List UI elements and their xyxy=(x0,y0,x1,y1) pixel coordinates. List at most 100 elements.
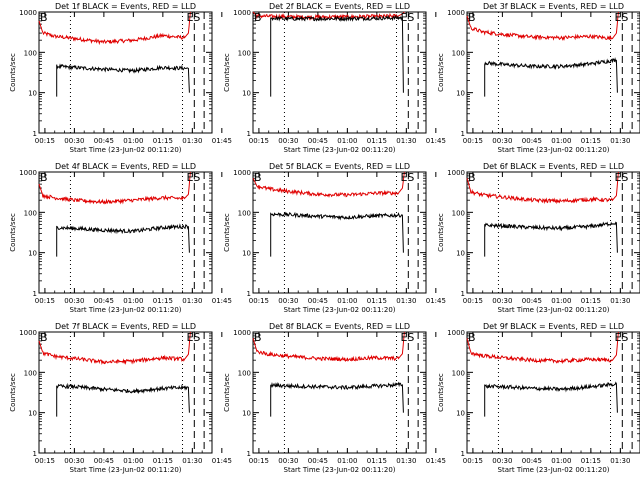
panel-det-4f: Det 4f BLACK = Events, RED = LLD 1 10 100 10… xyxy=(9,162,232,314)
x-tick-label: 00:45 xyxy=(522,297,542,305)
x-axis-label: Start Time (23-Jun-02 00:11:20) xyxy=(70,146,182,154)
y-tick-label: 100 xyxy=(24,49,37,57)
plot-frame xyxy=(38,11,213,134)
marker-b: B xyxy=(254,171,262,184)
series-events xyxy=(484,57,618,97)
panel-title: Det 3f BLACK = Events, RED = LLD xyxy=(483,2,624,11)
x-axis-label: Start Time (23-Jun-02 00:11:20) xyxy=(70,306,182,314)
marker-e: E xyxy=(186,11,193,24)
series-lld xyxy=(466,331,619,365)
panel-det-7f: Det 7f BLACK = Events, RED = LLD 1 10 100 10… xyxy=(9,322,232,474)
panel-title: Det 5f BLACK = Events, RED = LLD xyxy=(269,162,410,171)
y-tick-label: 1000 xyxy=(233,329,251,337)
series-lld xyxy=(252,331,405,362)
marker-e: E xyxy=(400,11,407,24)
x-tick-label: 01:15 xyxy=(581,457,601,465)
series-lld xyxy=(252,171,405,198)
marker-e: E xyxy=(614,171,621,184)
y-axis-label: Counts/sec xyxy=(9,373,17,412)
x-tick-label: 01:30 xyxy=(182,137,202,145)
x-tick-label: 01:30 xyxy=(396,457,416,465)
panel-det-5f: Det 5f BLACK = Events, RED = LLD 1 10 100 10… xyxy=(223,162,446,314)
x-tick-label: 00:15 xyxy=(249,457,269,465)
y-axis-label: Counts/sec xyxy=(9,53,17,92)
x-tick-label: 01:15 xyxy=(367,137,387,145)
marker-b: B xyxy=(468,11,476,24)
plot-frame xyxy=(466,331,640,454)
x-tick-label: 01:15 xyxy=(153,137,173,145)
x-tick-label: 01:00 xyxy=(337,137,357,145)
y-tick-label: 1 xyxy=(247,450,251,458)
y-tick-label: 100 xyxy=(452,369,465,377)
x-tick-label: 00:15 xyxy=(35,137,55,145)
x-tick-label: 01:30 xyxy=(610,137,630,145)
x-tick-label: 00:15 xyxy=(249,297,269,305)
x-tick-label: 01:00 xyxy=(123,297,143,305)
panel-det-1f: Det 1f BLACK = Events, RED = LLD 1 10 100 10… xyxy=(9,2,232,154)
y-tick-label: 100 xyxy=(24,369,37,377)
y-tick-label: 1 xyxy=(247,130,251,138)
y-tick-label: 1000 xyxy=(447,329,465,337)
x-axis-label: Start Time (23-Jun-02 00:11:20) xyxy=(498,466,610,474)
x-axis-label: Start Time (23-Jun-02 00:11:20) xyxy=(284,146,396,154)
y-axis-label: Counts/sec xyxy=(223,213,231,252)
x-axis-label: Start Time (23-Jun-02 00:11:20) xyxy=(498,306,610,314)
panel-title: Det 8f BLACK = Events, RED = LLD xyxy=(269,322,410,331)
y-tick-label: 1000 xyxy=(19,9,37,17)
x-axis-label: Start Time (23-Jun-02 00:11:20) xyxy=(284,466,396,474)
y-axis-label: Counts/sec xyxy=(9,213,17,252)
series-events xyxy=(484,381,618,417)
panel-title: Det 6f BLACK = Events, RED = LLD xyxy=(483,162,624,171)
x-tick-label: 01:15 xyxy=(153,297,173,305)
x-tick-label: 01:30 xyxy=(182,297,202,305)
marker-e: E xyxy=(186,331,193,344)
y-tick-label: 10 xyxy=(242,410,251,418)
series-lld xyxy=(466,171,619,205)
y-tick-label: 10 xyxy=(242,90,251,98)
series-events xyxy=(270,211,404,257)
series-lld xyxy=(38,171,191,205)
x-tick-label: 01:15 xyxy=(581,137,601,145)
x-axis-label: Start Time (23-Jun-02 00:11:20) xyxy=(498,146,610,154)
y-tick-label: 100 xyxy=(238,209,251,217)
x-tick-label: 01:45 xyxy=(426,137,446,145)
series-lld xyxy=(38,331,191,365)
plot-frame xyxy=(38,331,213,454)
y-tick-label: 1 xyxy=(461,290,465,298)
y-tick-label: 10 xyxy=(28,410,37,418)
x-tick-label: 00:45 xyxy=(94,137,114,145)
panel-title: Det 1f BLACK = Events, RED = LLD xyxy=(55,2,196,11)
y-axis-label: Counts/sec xyxy=(437,53,445,92)
marker-b: B xyxy=(468,171,476,184)
y-tick-label: 1 xyxy=(461,450,465,458)
series-events xyxy=(56,382,190,417)
y-tick-label: 1000 xyxy=(233,9,251,17)
x-tick-label: 01:15 xyxy=(367,457,387,465)
y-tick-label: 10 xyxy=(456,410,465,418)
panel-title: Det 9f BLACK = Events, RED = LLD xyxy=(483,322,624,331)
y-tick-label: 1000 xyxy=(19,329,37,337)
series-lld xyxy=(38,11,191,46)
y-tick-label: 1 xyxy=(461,130,465,138)
y-axis-label: Counts/sec xyxy=(223,373,231,412)
y-tick-label: 1 xyxy=(33,130,37,138)
x-tick-label: 00:45 xyxy=(308,457,328,465)
panel-title: Det 7f BLACK = Events, RED = LLD xyxy=(55,322,196,331)
x-tick-label: 01:30 xyxy=(610,297,630,305)
x-tick-label: 00:15 xyxy=(463,297,483,305)
x-tick-label: 01:15 xyxy=(581,297,601,305)
plot-frame xyxy=(466,11,640,134)
x-tick-label: 01:30 xyxy=(182,457,202,465)
x-tick-label: 01:00 xyxy=(337,457,357,465)
y-tick-label: 1 xyxy=(33,290,37,298)
plot-frame xyxy=(466,171,640,294)
marker-s: S xyxy=(407,171,414,184)
y-tick-label: 100 xyxy=(452,209,465,217)
x-tick-label: 00:45 xyxy=(522,137,542,145)
y-tick-label: 10 xyxy=(456,250,465,258)
x-tick-label: 01:15 xyxy=(367,297,387,305)
x-tick-label: 01:00 xyxy=(551,457,571,465)
plot-frame xyxy=(252,331,427,454)
x-tick-label: 01:30 xyxy=(396,297,416,305)
